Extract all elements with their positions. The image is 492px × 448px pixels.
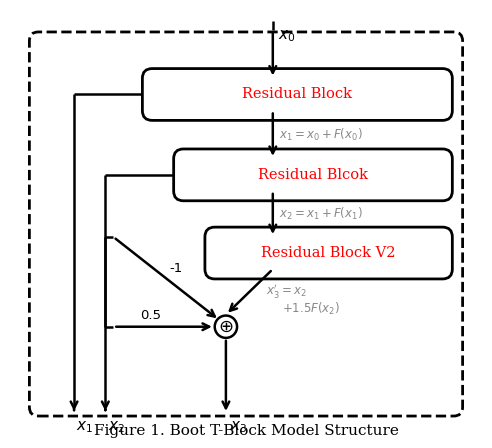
Text: $x_0$: $x_0$ [278, 29, 296, 44]
Text: $x_1 = x_0 + F(x_0)$: $x_1 = x_0 + F(x_0)$ [279, 127, 363, 143]
FancyBboxPatch shape [174, 149, 452, 201]
Text: Residual Block V2: Residual Block V2 [261, 246, 396, 260]
Text: $x_3^{\prime} = x_2$: $x_3^{\prime} = x_2$ [266, 282, 307, 300]
Text: Residual Blcok: Residual Blcok [258, 168, 368, 182]
Text: $\oplus$: $\oplus$ [218, 318, 234, 336]
Text: 0.5: 0.5 [140, 309, 161, 322]
Text: $+1.5F(x_2)$: $+1.5F(x_2)$ [282, 301, 340, 317]
FancyBboxPatch shape [205, 227, 452, 279]
Text: $x_2$: $x_2$ [108, 420, 124, 435]
Text: -1: -1 [170, 262, 183, 275]
FancyBboxPatch shape [142, 69, 452, 121]
Circle shape [215, 315, 237, 338]
Text: Residual Block: Residual Block [243, 87, 352, 102]
Text: Figure 1. Boot T-Block Model Structure: Figure 1. Boot T-Block Model Structure [93, 424, 399, 439]
Text: $x_3$: $x_3$ [230, 420, 247, 435]
Text: $x_2 = x_1 + F(x_1)$: $x_2 = x_1 + F(x_1)$ [279, 206, 363, 222]
Text: $x_1$: $x_1$ [76, 420, 93, 435]
